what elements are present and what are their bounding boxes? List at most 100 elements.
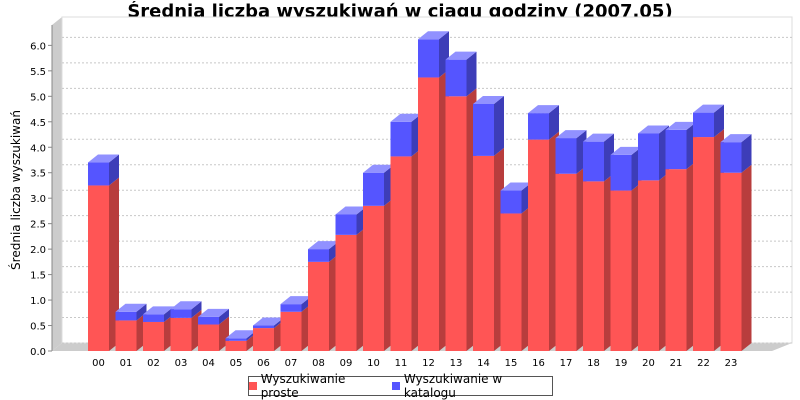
y-tick-label: 2.0 xyxy=(30,245,46,256)
bar-katalog-side xyxy=(494,95,504,156)
bar-katalog xyxy=(143,314,164,322)
bar-katalog-side xyxy=(549,105,559,140)
bar-proste xyxy=(500,213,522,351)
bar-proste xyxy=(720,172,742,351)
legend-label-proste: Wyszukiwanie proste xyxy=(260,372,346,400)
bar-proste xyxy=(253,328,274,351)
bar-katalog-side xyxy=(466,51,477,97)
x-tick-label: 19 xyxy=(615,358,628,369)
bar-top-face xyxy=(610,146,642,155)
bar-katalog xyxy=(170,309,192,318)
x-tick-label: 15 xyxy=(505,358,518,369)
y-tick-label: 2.5 xyxy=(30,220,46,231)
bar-top-face xyxy=(638,125,669,134)
x-tick-label: 05 xyxy=(230,358,243,369)
bar-top-face xyxy=(418,31,449,40)
bar-proste xyxy=(88,185,109,351)
bar-top-face xyxy=(170,301,202,310)
y-tick-label: 0.5 xyxy=(30,322,46,333)
y-tick-label: 0.0 xyxy=(30,347,46,358)
bar-top-face xyxy=(253,317,284,326)
bar-top-face xyxy=(555,130,587,139)
bar-proste xyxy=(198,324,219,351)
bar-proste xyxy=(610,190,632,351)
bar-katalog xyxy=(665,129,687,170)
bar-katalog-side xyxy=(714,104,724,138)
bar-katalog xyxy=(445,59,467,97)
bar-katalog xyxy=(308,249,329,262)
x-tick-label: 04 xyxy=(202,358,215,369)
bar-top-face xyxy=(445,51,477,60)
x-tick-label: 13 xyxy=(450,358,463,369)
bar-proste xyxy=(225,340,247,351)
bar-top-face xyxy=(308,241,339,250)
x-tick-label: 09 xyxy=(340,358,353,369)
x-tick-label: 22 xyxy=(697,358,710,369)
x-tick-label: 00 xyxy=(92,358,105,369)
bar-top-face xyxy=(198,308,229,317)
bar-proste xyxy=(418,77,439,351)
legend-swatch-blue xyxy=(392,382,400,390)
bar-proste xyxy=(445,96,467,351)
bar-katalog-side xyxy=(741,134,752,173)
bar-proste-side xyxy=(109,177,119,351)
bar-top-face xyxy=(115,303,147,312)
bar-katalog xyxy=(363,172,384,206)
bar-katalog xyxy=(198,316,219,325)
x-tick-label: 02 xyxy=(147,358,160,369)
x-tick-label: 10 xyxy=(367,358,380,369)
y-tick-label: 3.0 xyxy=(30,194,46,205)
bar-katalog xyxy=(335,214,357,235)
bar-katalog xyxy=(115,311,137,321)
y-tick-label: 5.5 xyxy=(30,67,46,78)
bar-katalog xyxy=(500,190,522,214)
legend-label-katalog: Wyszukiwanie w katalogu xyxy=(403,372,503,400)
bar-katalog-side xyxy=(136,303,147,321)
bar-top-face xyxy=(363,164,394,173)
bar-katalog xyxy=(418,39,439,78)
bar-top-face xyxy=(143,306,174,315)
y-tick-label: 4.5 xyxy=(30,118,46,129)
x-tick-label: 14 xyxy=(477,358,490,369)
bar-top-face xyxy=(528,105,559,114)
bar-katalog xyxy=(528,113,549,140)
bar-proste xyxy=(665,169,687,351)
bar-top-face xyxy=(500,182,532,191)
bar-top-face xyxy=(693,104,724,113)
bar-proste xyxy=(115,320,137,351)
bar-proste xyxy=(693,137,714,351)
bar-proste xyxy=(335,234,357,351)
bar-katalog xyxy=(390,121,412,157)
x-tick-label: 06 xyxy=(257,358,270,369)
bar-proste xyxy=(143,321,164,351)
x-tick-label: 07 xyxy=(285,358,298,369)
bar-top-face xyxy=(720,134,752,143)
x-tick-label: 16 xyxy=(532,358,545,369)
bar-katalog xyxy=(720,142,742,173)
legend-swatch-red xyxy=(249,382,257,390)
bar-top-face xyxy=(665,121,697,130)
x-tick-label: 21 xyxy=(670,358,683,369)
x-tick-label: 03 xyxy=(175,358,188,369)
bar-katalog xyxy=(225,338,247,341)
bar-proste xyxy=(170,317,192,351)
bar-katalog xyxy=(88,162,109,186)
bar-katalog xyxy=(253,325,274,329)
bar-katalog xyxy=(610,154,632,191)
bar-proste xyxy=(638,180,659,351)
bar-top-face xyxy=(225,330,257,339)
bar-proste xyxy=(473,155,494,351)
bar-katalog xyxy=(473,103,494,156)
x-tick-label: 20 xyxy=(642,358,655,369)
bar-katalog-side xyxy=(109,154,119,186)
x-tick-label: 12 xyxy=(422,358,435,369)
bar-katalog-side xyxy=(191,301,202,318)
bar-top-face xyxy=(335,206,367,215)
bar-katalog xyxy=(638,133,659,181)
bar-top-face xyxy=(280,296,312,305)
bar-proste xyxy=(555,173,577,351)
bar-top-face xyxy=(473,95,504,104)
legend-item-katalog: Wyszukiwanie w katalogu xyxy=(392,372,552,400)
